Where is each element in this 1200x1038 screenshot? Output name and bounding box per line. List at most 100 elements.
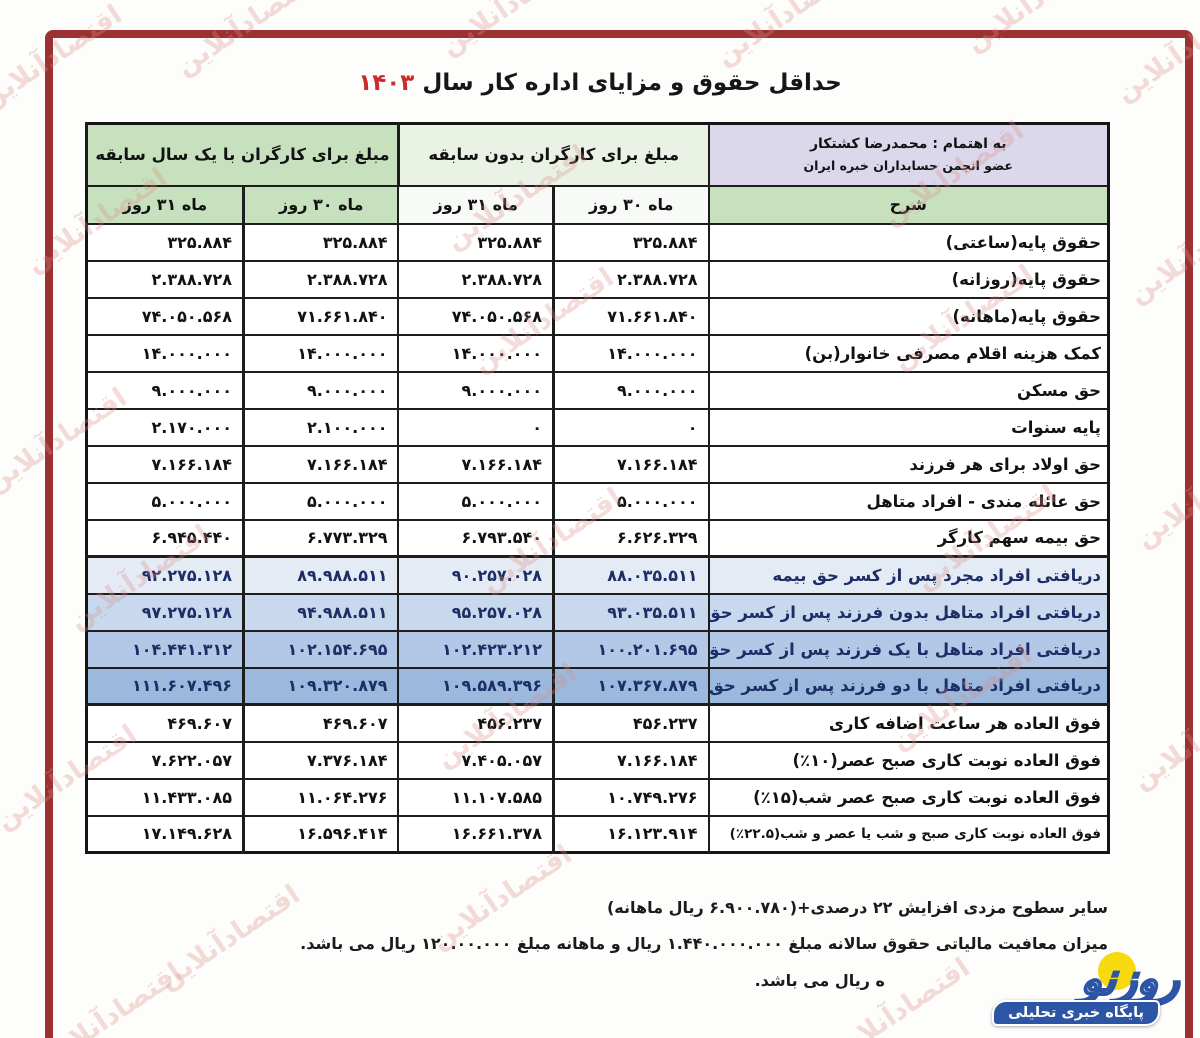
watermark-text: اقتصادآنلاین (823, 952, 976, 1038)
watermark-text: اقتصادآنلاین (960, 0, 1112, 58)
value-cell: ۴۵۶.۲۳۷ (552, 703, 710, 743)
value-cell: ۱۱.۴۳۳.۰۸۵ (85, 777, 245, 817)
title-year: ۱۴۰۳ (358, 70, 415, 96)
table-row: دریافتی افراد متاهل بدون فرزند پس از کسر… (85, 592, 1110, 632)
value-cell: ۱۰۹.۳۲۰.۸۷۹ (241, 666, 400, 706)
value-cell: ۷.۴۰۵.۰۵۷ (397, 740, 555, 780)
value-cell: ۱۰۷.۳۶۷.۸۷۹ (552, 666, 710, 706)
table-row: دریافتی افراد مجرد پس از کسر حق بیمه ۸۸.۰… (85, 555, 1110, 595)
column-header-row: شرح ماه ۳۰ روز ماه ۳۱ روز ماه ۳۰ روز ماه… (85, 184, 1110, 225)
logo-sun-icon (1098, 952, 1136, 990)
wage-table: به اهتمام : محمدرضا کشتکار عضو انجمن حسا… (84, 122, 1110, 854)
value-cell: ۱۶.۶۶۱.۳۷۸ (397, 814, 555, 854)
value-cell: ۱۰۲.۴۲۳.۲۱۲ (397, 629, 555, 669)
attribution-line2: عضو انجمن حسابداران خبره ایران (803, 157, 1013, 173)
value-cell: ۹۳.۰۳۵.۵۱۱ (552, 592, 710, 632)
value-cell: ۹۵.۲۵۷.۰۲۸ (397, 592, 555, 632)
watermark-text: اقتصادآنلاین (35, 957, 188, 1038)
value-cell: ۲.۳۸۸.۷۲۸ (552, 259, 710, 299)
attribution-cell: به اهتمام : محمدرضا کشتکار عضو انجمن حسا… (707, 122, 1110, 187)
value-cell: ۱۰۴.۴۴۱.۳۱۲ (85, 629, 245, 669)
logo-wordmark: روزنو (1078, 953, 1183, 1007)
value-cell: ۹.۰۰۰.۰۰۰ (85, 370, 245, 410)
value-cell: ۲.۱۷۰.۰۰۰ (85, 407, 245, 447)
attribution-line1: به اهتمام : محمدرضا کشتکار (809, 135, 1007, 152)
watermark-text: اقتصادآنلاین (710, 0, 863, 72)
title-text: حداقل حقوق و مزایای اداره کار سال (422, 70, 842, 96)
value-cell: ۶.۷۹۳.۵۴۰ (397, 518, 555, 558)
value-cell: ۷۴.۰۵۰.۵۶۸ (85, 296, 245, 336)
watermark-text: اقتصادآنلاین (1127, 679, 1200, 796)
value-cell: ۷.۱۶۶.۱۸۴ (241, 444, 400, 484)
footnote-rial-partial: ه ریال می باشد. (754, 971, 885, 990)
value-cell: ۱۷.۱۴۹.۶۲۸ (85, 814, 245, 854)
value-cell: ۶.۷۷۳.۳۲۹ (241, 518, 400, 558)
row-description: حق مسکن (707, 370, 1110, 410)
row-description: فوق العاده نوبت کاری صبح و شب یا عصر و ش… (707, 814, 1110, 854)
value-cell: ۸۸.۰۳۵.۵۱۱ (552, 555, 710, 595)
value-cell: ۰ (552, 407, 710, 447)
table-row: حق عائله مندی - افراد متاهل ۵.۰۰۰.۰۰۰ ۵.۰۰… (85, 481, 1110, 521)
value-cell: ۱۰۰.۲۰۱.۶۹۵ (552, 629, 710, 669)
row-description: پایه سنوات (707, 407, 1110, 447)
value-cell: ۷۱.۶۶۱.۸۴۰ (241, 296, 400, 336)
value-cell: ۱۰۹.۵۸۹.۳۹۶ (397, 666, 555, 706)
value-cell: ۷.۱۶۶.۱۸۴ (397, 444, 555, 484)
value-cell: ۷.۳۷۶.۱۸۴ (241, 740, 400, 780)
value-cell: ۲.۳۸۸.۷۲۸ (397, 259, 555, 299)
value-cell: ۴۶۹.۶۰۷ (85, 703, 245, 743)
value-cell: ۹.۰۰۰.۰۰۰ (241, 370, 400, 410)
watermark-text: اقتصادآنلاین (0, 0, 128, 116)
table-row: حقوق پایه(ماهانه) ۷۱.۶۶۱.۸۴۰ ۷۴.۰۵۰.۵۶۸ ۷۱.… (85, 296, 1110, 336)
group-header-no-experience: مبلغ برای کارگران بدون سابقه (396, 122, 710, 187)
page-title: حداقل حقوق و مزایای اداره کار سال ۱۴۰۳ (0, 70, 1200, 96)
value-cell: ۱۰.۷۴۹.۲۷۶ (552, 777, 710, 817)
row-description: حقوق پایه(ساعتی) (707, 222, 1110, 262)
table-row: حقوق پایه(ساعتی) ۳۲۵.۸۸۴ ۳۲۵.۸۸۴ ۳۲۵.۸۸۴ ۳۲۵… (85, 222, 1110, 262)
table-row: حقوق پایه(روزانه) ۲.۳۸۸.۷۲۸ ۲.۳۸۸.۷۲۸ ۲.۳۸۸… (85, 259, 1110, 299)
value-cell: ۱۴.۰۰۰.۰۰۰ (397, 333, 555, 373)
table-row: دریافتی افراد متاهل با یک فرزند پس از کس… (85, 629, 1110, 669)
group-header-one-year-experience: مبلغ برای کارگران با یک سال سابقه (84, 122, 400, 187)
row-description: حقوق پایه(ماهانه) (707, 296, 1110, 336)
row-description: حق اولاد برای هر فرزند (707, 444, 1110, 484)
value-cell: ۲.۳۸۸.۷۲۸ (85, 259, 245, 299)
watermark-text: اقتصادآنلاین (435, 0, 588, 62)
value-cell: ۹۴.۹۸۸.۵۱۱ (241, 592, 400, 632)
group-header-row: به اهتمام : محمدرضا کشتکار عضو انجمن حسا… (84, 122, 1110, 187)
value-cell: ۷.۶۲۲.۰۵۷ (85, 740, 245, 780)
value-cell: ۱۴.۰۰۰.۰۰۰ (85, 333, 245, 373)
row-description: حقوق پایه(روزانه) (707, 259, 1110, 299)
value-cell: ۲.۳۸۸.۷۲۸ (241, 259, 400, 299)
table-row: فوق العاده نوبت کاری صبح عصر(۱۰٪) ۷.۱۶۶.۱… (85, 740, 1110, 780)
watermark-text: اقتصادآنلاین (1130, 437, 1200, 554)
row-description: دریافتی افراد متاهل بدون فرزند پس از کسر… (707, 592, 1110, 632)
table-row: فوق العاده نوبت کاری صبح و شب یا عصر و ش… (85, 814, 1110, 854)
footnote-wage-increase: سایر سطوح مزدی افزایش ۲۲ درصدی+(۶.۹۰۰.۷۸… (606, 898, 1108, 917)
value-cell: ۴۵۶.۲۳۷ (397, 703, 555, 743)
value-cell: ۳۲۵.۸۸۴ (552, 222, 710, 262)
value-cell: ۷.۱۶۶.۱۸۴ (552, 740, 710, 780)
table-row: پایه سنوات ۰ ۰ ۲.۱۰۰.۰۰۰ ۲.۱۷۰.۰۰۰ (85, 407, 1110, 447)
column-header-description: شرح (707, 184, 1110, 225)
value-cell: ۵.۰۰۰.۰۰۰ (397, 481, 555, 521)
row-description: دریافتی افراد متاهل با دو فرزند پس از کس… (707, 666, 1110, 706)
column-header-30day-no-exp: ماه ۳۰ روز (552, 184, 710, 225)
value-cell: ۷۱.۶۶۱.۸۴۰ (552, 296, 710, 336)
table-row: حق اولاد برای هر فرزند ۷.۱۶۶.۱۸۴ ۷.۱۶۶.۱۸۴… (85, 444, 1110, 484)
row-description: دریافتی افراد مجرد پس از کسر حق بیمه (707, 555, 1110, 595)
row-description: حق بیمه سهم کارگر (707, 518, 1110, 558)
value-cell: ۷.۱۶۶.۱۸۴ (85, 444, 245, 484)
table-row: حق مسکن ۹.۰۰۰.۰۰۰ ۹.۰۰۰.۰۰۰ ۹.۰۰۰.۰۰۰ ۹.۰۰۰.… (85, 370, 1110, 410)
value-cell: ۹۰.۲۵۷.۰۲۸ (397, 555, 555, 595)
value-cell: ۰ (397, 407, 555, 447)
column-header-31day-no-exp: ماه ۳۱ روز (397, 184, 555, 225)
value-cell: ۱۱.۰۶۴.۲۷۶ (241, 777, 400, 817)
value-cell: ۱۴.۰۰۰.۰۰۰ (552, 333, 710, 373)
footnote-tax-exemption: میزان معافیت مالیاتی حقوق سالانه مبلغ ۱.… (300, 934, 1108, 953)
value-cell: ۳۲۵.۸۸۴ (241, 222, 400, 262)
value-cell: ۵.۰۰۰.۰۰۰ (552, 481, 710, 521)
value-cell: ۵.۰۰۰.۰۰۰ (85, 481, 245, 521)
row-description: کمک هزینه اقلام مصرفی خانوار(بن) (707, 333, 1110, 373)
